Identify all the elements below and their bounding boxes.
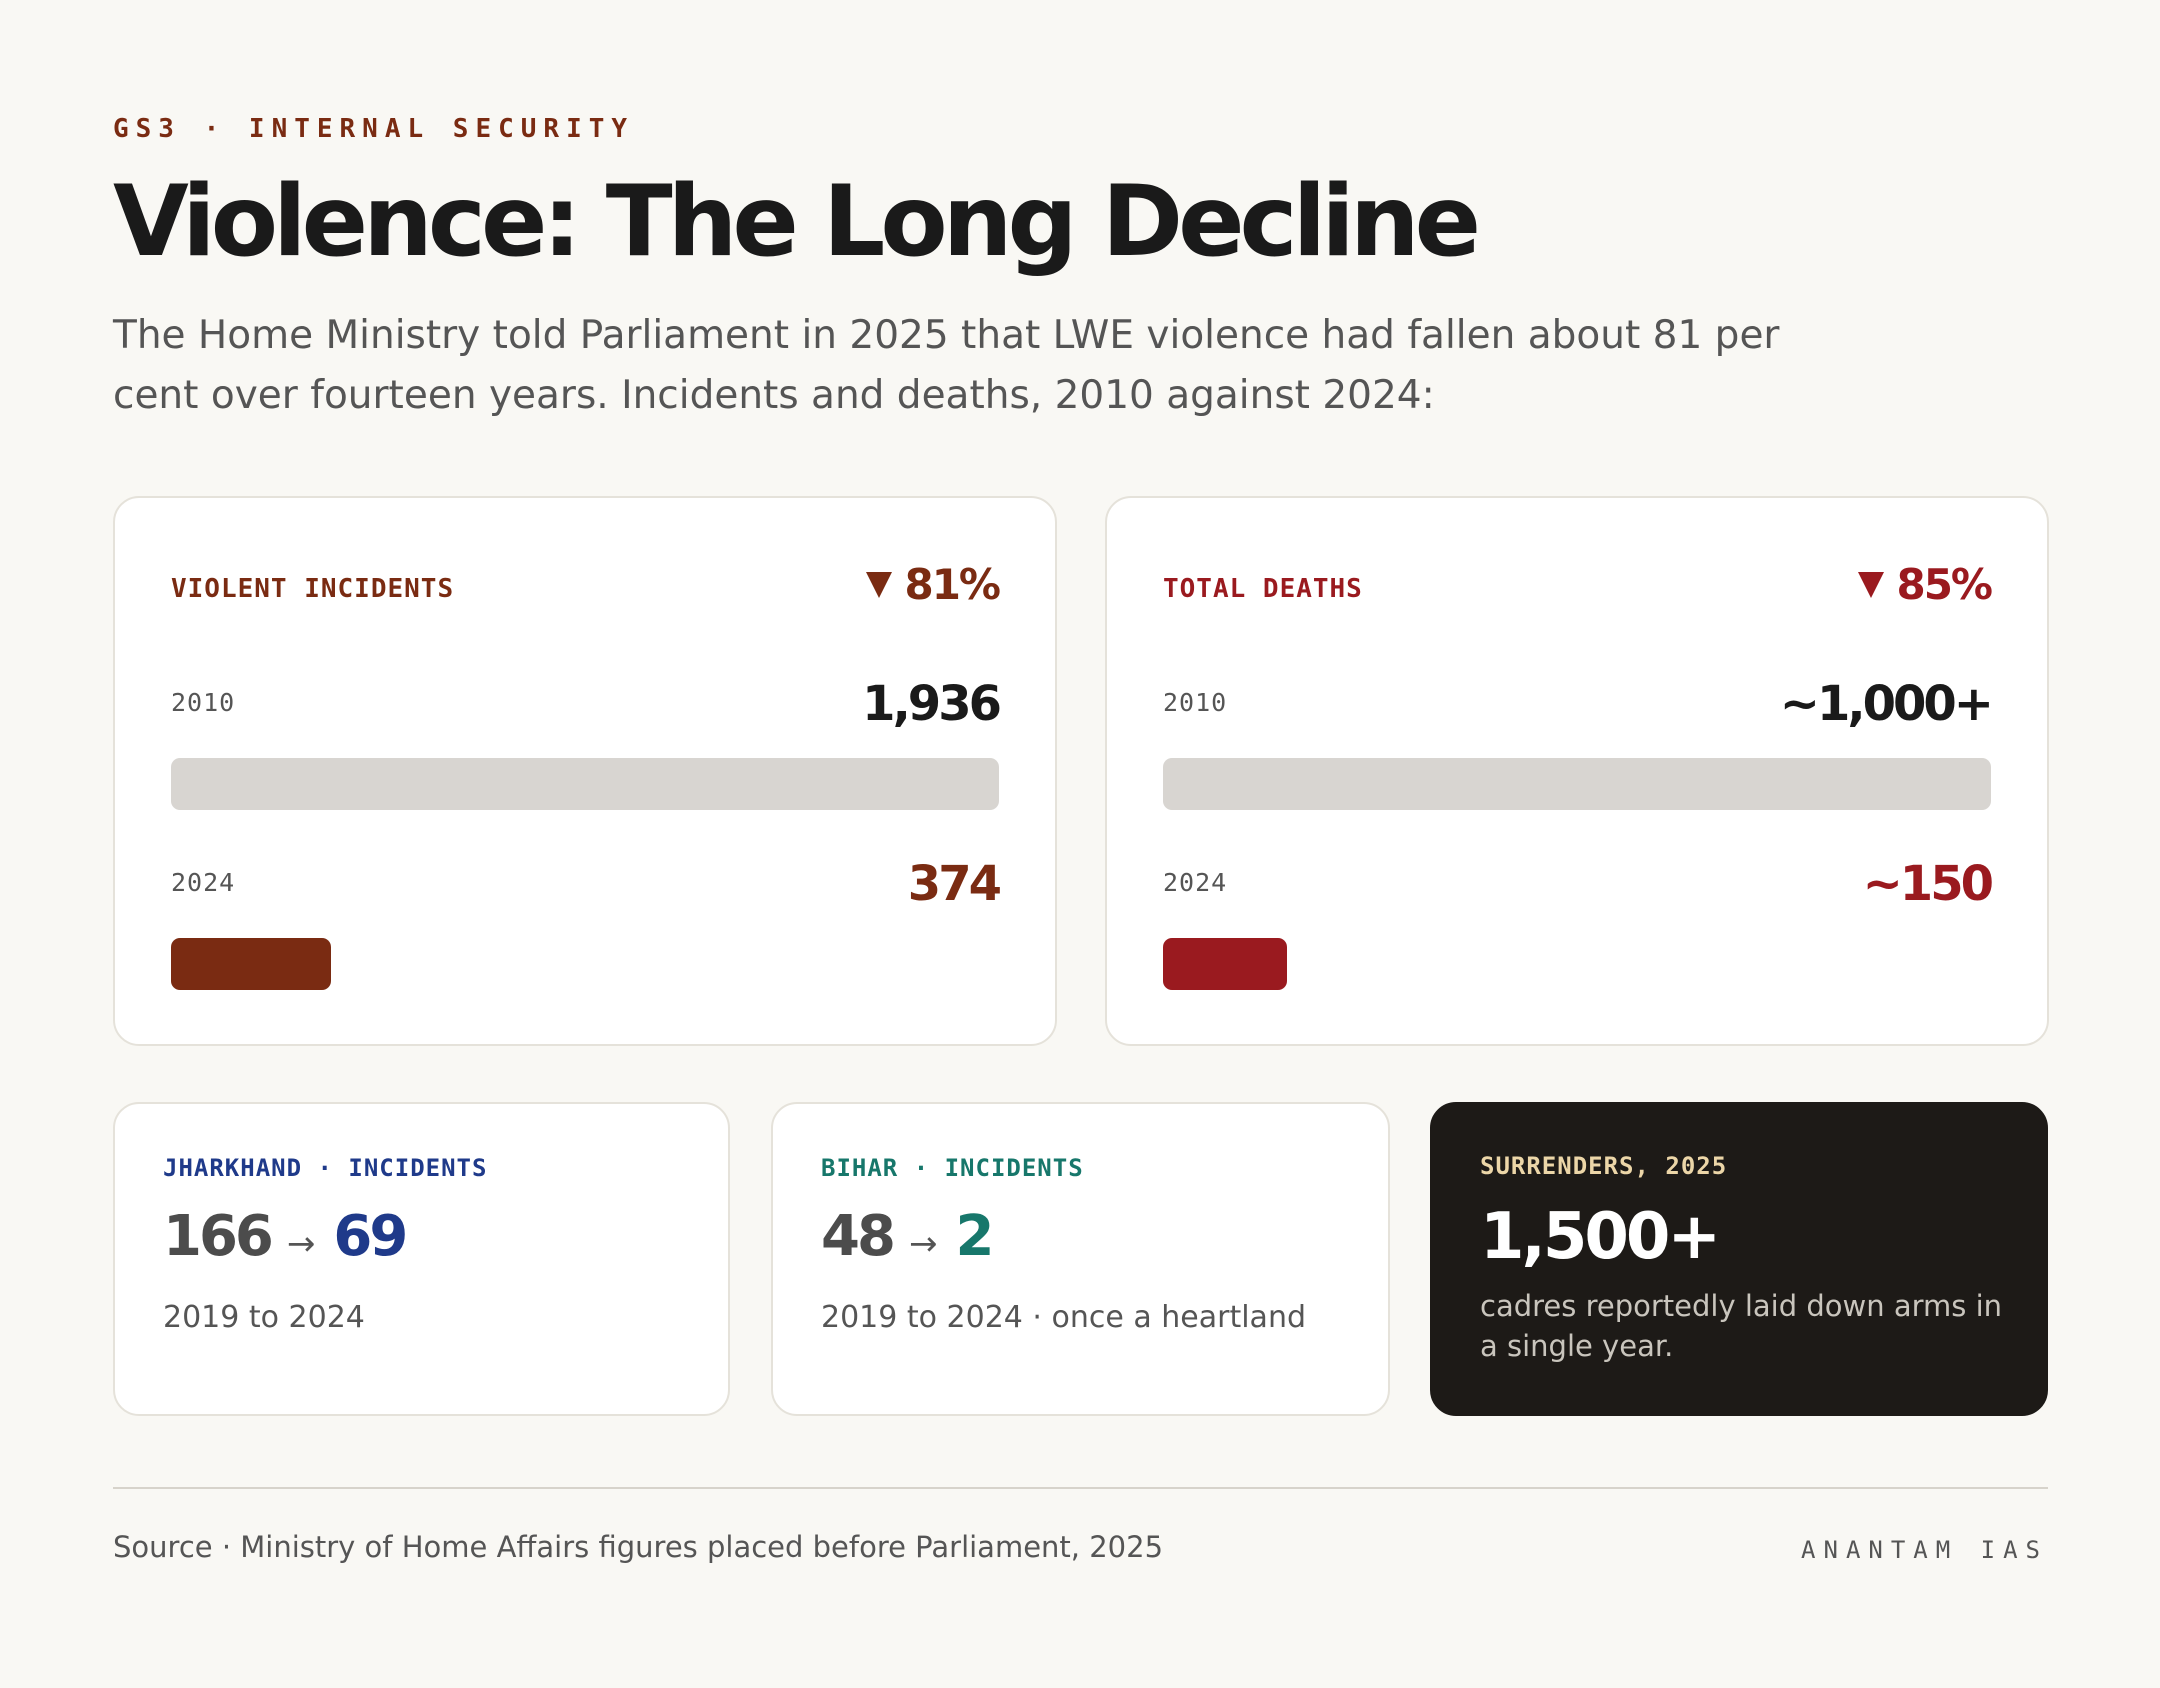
deaths-bar-track-2024: [1163, 938, 1991, 990]
deaths-bar-2010: [1163, 758, 1991, 810]
incidents-label: VIOLENT INCIDENTS: [171, 574, 455, 604]
down-triangle-icon: [866, 571, 893, 598]
bihar-label: BIHAR · INCIDENTS: [821, 1154, 1084, 1182]
deaths-bar-track-2010: [1163, 758, 1991, 810]
incidents-bar-track-2024: [171, 938, 999, 990]
surrenders-description: cadres reportedly laid down arms in a si…: [1480, 1289, 2003, 1363]
footer-divider: [113, 1487, 2048, 1489]
brand-name: ANANTAM IAS: [1801, 1536, 2048, 1564]
surrenders-label: SURRENDERS, 2025: [1480, 1152, 1728, 1180]
deaths-bar-2024: [1163, 938, 1288, 990]
incidents-year-2010: 2010: [171, 688, 236, 717]
deaths-value-2024: ~150: [1862, 856, 1994, 912]
deaths-change: 85%: [1858, 560, 1993, 609]
deaths-year-2010: 2010: [1163, 688, 1228, 717]
down-triangle-icon: [1858, 571, 1885, 598]
jharkhand-label: JHARKHAND · INCIDENTS: [163, 1154, 488, 1182]
incidents-year-2024: 2024: [171, 868, 236, 897]
surrenders-card: SURRENDERS, 2025 1,500+ cadres reportedl…: [1430, 1102, 2048, 1416]
incidents-change: 81%: [866, 560, 1001, 609]
jharkhand-card: JHARKHAND · INCIDENTS 166 → 69 2019 to 2…: [113, 1102, 730, 1416]
incidents-change-value: 81%: [904, 560, 1001, 609]
deaths-year-2024: 2024: [1163, 868, 1228, 897]
deaths-change-value: 85%: [1896, 560, 1993, 609]
page: GS3 · INTERNAL SECURITY Violence: The Lo…: [113, 0, 2049, 1688]
subtitle: The Home Ministry told Parliament in 202…: [113, 313, 1780, 418]
page-title: Violence: The Long Decline: [113, 165, 1481, 279]
bihar-note: 2019 to 2024 · once a heartland: [821, 1300, 1306, 1335]
jharkhand-note: 2019 to 2024: [163, 1300, 365, 1335]
bihar-from: 48: [821, 1204, 896, 1269]
jharkhand-to: 69: [333, 1204, 408, 1269]
incidents-bar-2010: [171, 758, 999, 810]
jharkhand-from: 166: [163, 1204, 274, 1269]
incidents-bar-track-2010: [171, 758, 999, 810]
incidents-value-2024: 374: [907, 856, 1002, 912]
bihar-card: BIHAR · INCIDENTS 48 → 2 2019 to 2024 · …: [771, 1102, 1390, 1416]
deaths-value-2010: ~1,000+: [1779, 676, 1994, 732]
incidents-card: VIOLENT INCIDENTS 81% 2010 1,936 2024 37…: [113, 496, 1057, 1046]
source-note: Source · Ministry of Home Affairs figure…: [113, 1530, 1164, 1564]
eyebrow: GS3 · INTERNAL SECURITY: [113, 114, 635, 144]
incidents-bar-2024: [171, 938, 331, 990]
arrow-right-icon: →: [908, 1224, 938, 1264]
bihar-numbers: 48 → 2: [821, 1204, 994, 1269]
deaths-label: TOTAL DEATHS: [1163, 574, 1363, 604]
deaths-card: TOTAL DEATHS 85% 2010 ~1,000+ 2024 ~150: [1105, 496, 2049, 1046]
jharkhand-numbers: 166 → 69: [163, 1204, 408, 1269]
incidents-value-2010: 1,936: [862, 676, 1002, 732]
arrow-right-icon: →: [286, 1224, 316, 1264]
surrenders-value: 1,500+: [1480, 1200, 1721, 1274]
bihar-to: 2: [955, 1204, 994, 1269]
